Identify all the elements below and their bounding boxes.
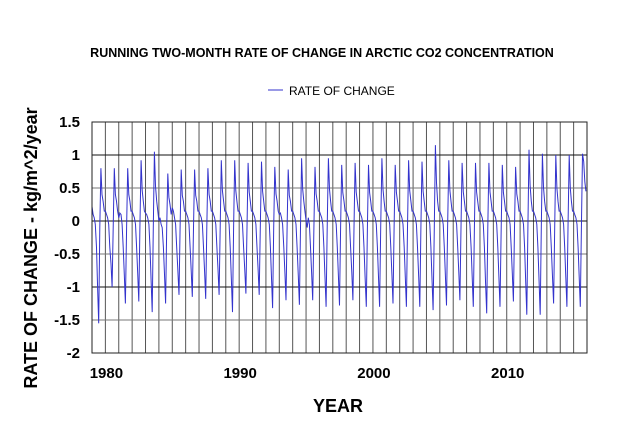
y-axis-label: RATE OF CHANGE - kg/m^2/year — [21, 107, 41, 388]
y-tick-label: 1.5 — [59, 114, 80, 131]
legend: RATE OF CHANGE — [268, 84, 395, 98]
legend-label: RATE OF CHANGE — [289, 84, 395, 98]
chart-title: RUNNING TWO-MONTH RATE OF CHANGE IN ARCT… — [90, 46, 554, 60]
y-tick-label: -0.5 — [54, 246, 80, 263]
y-tick-label: -1.5 — [54, 312, 80, 329]
x-tick-label: 2010 — [491, 365, 524, 382]
x-axis-label: YEAR — [313, 396, 363, 416]
y-tick-label: 0.5 — [59, 180, 80, 197]
y-tick-label: 1 — [72, 147, 80, 164]
series-line-rate-of-change — [91, 145, 587, 324]
x-tick-label: 1980 — [90, 365, 123, 382]
y-tick-label: 0 — [72, 213, 80, 230]
y-tick-label: -2 — [67, 345, 80, 362]
y-tick-label: -1 — [67, 279, 80, 296]
x-tick-label: 2000 — [357, 365, 390, 382]
x-axis-ticks: 1980 1990 2000 2010 — [90, 365, 525, 382]
plot-area-border — [91, 121, 588, 354]
x-tick-label: 1990 — [223, 365, 256, 382]
y-axis-ticks: 1.5 1 0.5 0 -0.5 -1 -1.5 -2 — [54, 114, 80, 362]
